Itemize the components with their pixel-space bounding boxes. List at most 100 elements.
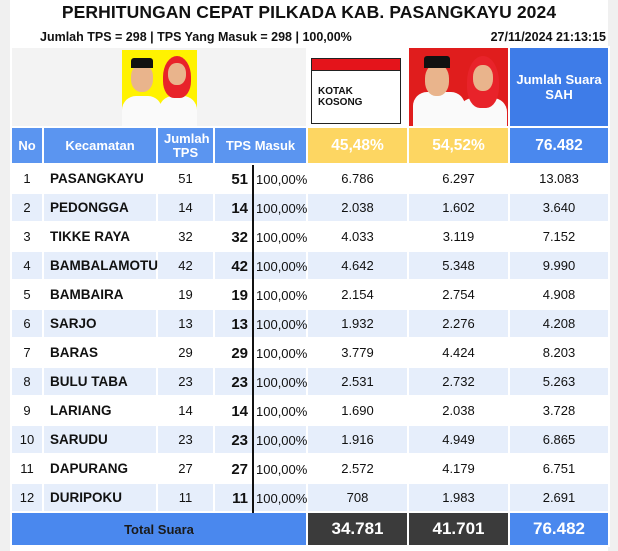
row-kotak-kosong: 4.642 (308, 252, 407, 279)
row-jumlah-tps: 19 (178, 287, 193, 302)
row-kotak-kosong: 6.786 (341, 171, 374, 186)
row-sah: 2.691 (510, 484, 608, 511)
row-kecamatan: BARAS (50, 345, 99, 360)
row-no: 6 (12, 310, 42, 337)
candidate-photo-row: KOTAK KOSONG Jumlah Suara SAH (12, 48, 608, 126)
row-tps-masuk: 14 100,00% (215, 397, 307, 426)
total-kotak-kosong: 34.781 (308, 513, 407, 545)
row-jumlah-tps: 51 (178, 171, 193, 186)
row-no: 10 (12, 426, 42, 453)
row-kotak-kosong: 3.779 (341, 345, 374, 360)
row-sah: 6.751 (542, 461, 576, 476)
row-paslon: 4.179 (442, 461, 475, 476)
row-paslon: 2.732 (409, 368, 508, 395)
col-jumlah-tps: Jumlah TPS (158, 128, 213, 163)
row-tps-masuk: 19 100,00% (215, 281, 307, 310)
row-kecamatan: PEDONGGA (44, 194, 156, 221)
timestamp: 27/11/2024 21:13:15 (490, 30, 606, 44)
row-kecamatan: SARJO (44, 310, 156, 337)
row-tps-masuk: 42 100,00% (215, 252, 307, 281)
row-kotak-kosong: 2.038 (308, 194, 407, 221)
candidate-pair-photo-red (409, 48, 508, 126)
row-paslon: 4.949 (409, 426, 508, 453)
row-kecamatan: SARUDU (44, 426, 156, 453)
table-row: 8 BULU TABA 23 23 100,00% 2.531 2.732 5.2… (12, 368, 608, 397)
table-row: 7 BARAS 29 29 100,00% 3.779 4.424 8.203 (12, 339, 608, 368)
table-row: 11 DAPURANG 27 27 100,00% 2.572 4.179 6.7… (12, 455, 608, 484)
row-jumlah-tps: 14 (158, 194, 213, 221)
row-tps-masuk: 51 100,00% (215, 165, 307, 194)
row-paslon: 4.424 (442, 345, 475, 360)
row-kotak-kosong: 1.932 (308, 310, 407, 337)
kotak-kosong-image: KOTAK KOSONG (308, 48, 407, 126)
row-kecamatan: BAMBAIRA (50, 287, 124, 302)
row-kotak-kosong: 2.154 (341, 287, 374, 302)
jumlah-suara-sah-header: Jumlah Suara SAH (510, 48, 608, 126)
row-kecamatan: PASANGKAYU (50, 171, 144, 186)
row-jumlah-tps: 29 (178, 345, 193, 360)
row-no: 12 (12, 484, 42, 511)
row-no: 9 (23, 403, 31, 418)
row-kotak-kosong: 2.572 (341, 461, 374, 476)
total-label: Total Suara (12, 513, 306, 545)
row-sah: 3.728 (542, 403, 576, 418)
row-no: 11 (20, 461, 34, 476)
row-sah: 6.865 (510, 426, 608, 453)
row-no: 4 (12, 252, 42, 279)
row-no: 7 (23, 345, 31, 360)
row-jumlah-tps: 23 (158, 426, 213, 453)
row-no: 2 (12, 194, 42, 221)
row-sah: 5.263 (510, 368, 608, 395)
row-paslon: 2.276 (409, 310, 508, 337)
tps-summary: Jumlah TPS = 298 | TPS Yang Masuk = 298 … (40, 30, 352, 44)
kotak-kosong-percentage: 45,48% (308, 128, 407, 163)
row-sah: 3.640 (510, 194, 608, 221)
row-paslon: 1.983 (409, 484, 508, 511)
table-row: 5 BAMBAIRA 19 19 100,00% 2.154 2.754 4.90… (12, 281, 608, 310)
row-paslon: 3.119 (442, 229, 475, 244)
total-sah: 76.482 (510, 513, 608, 545)
row-kotak-kosong: 1.916 (308, 426, 407, 453)
row-no: 1 (23, 171, 31, 186)
total-row: Total Suara 34.781 41.701 76.482 (12, 513, 608, 545)
row-jumlah-tps: 13 (158, 310, 213, 337)
row-kecamatan: TIKKE RAYA (50, 229, 131, 244)
table-header-row: No Kecamatan Jumlah TPS TPS Masuk 45,48%… (12, 128, 608, 163)
results-table: KOTAK KOSONG Jumlah Suara SAH (10, 46, 610, 547)
row-sah: 8.203 (542, 345, 576, 360)
row-sah: 4.208 (510, 310, 608, 337)
row-sah: 9.990 (510, 252, 608, 279)
table-row: 6 SARJO 13 13 100,00% 1.932 2.276 4.208 (12, 310, 608, 339)
col-no: No (12, 128, 42, 163)
row-sah: 13.083 (539, 171, 579, 186)
table-row: 3 TIKKE RAYA 32 32 100,00% 4.033 3.119 7.… (12, 223, 608, 252)
row-jumlah-tps: 14 (178, 403, 193, 418)
row-kecamatan: DURIPOKU (44, 484, 156, 511)
row-jumlah-tps: 11 (158, 484, 213, 511)
row-tps-masuk: 23 100,00% (215, 368, 307, 397)
row-kotak-kosong: 4.033 (341, 229, 374, 244)
row-kotak-kosong: 1.690 (341, 403, 374, 418)
row-paslon: 2.754 (442, 287, 475, 302)
row-sah: 4.908 (542, 287, 576, 302)
candidate-photo-area (12, 48, 306, 126)
col-tps-masuk: TPS Masuk (215, 128, 306, 163)
row-no: 8 (12, 368, 42, 395)
table-row: 9 LARIANG 14 14 100,00% 1.690 2.038 3.728 (12, 397, 608, 426)
total-paslon: 41.701 (409, 513, 508, 545)
paslon-percentage: 54,52% (409, 128, 508, 163)
candidate-pair-photo-yellow (121, 50, 197, 126)
row-jumlah-tps: 42 (158, 252, 213, 279)
row-no: 5 (23, 287, 31, 302)
row-kotak-kosong: 708 (308, 484, 407, 511)
col-kecamatan: Kecamatan (44, 128, 156, 163)
table-row: 1 PASANGKAYU 51 51 100,00% 6.786 6.297 13… (12, 165, 608, 194)
row-paslon: 5.348 (409, 252, 508, 279)
table-row: 12 DURIPOKU 11 11 100,00% 708 1.983 2.691 (12, 484, 608, 513)
page-title: PERHITUNGAN CEPAT PILKADA KAB. PASANGKAY… (61, 2, 557, 22)
row-kecamatan: BAMBALAMOTU (44, 252, 158, 279)
table-row: 2 PEDONGGA 14 14 100,00% 2.038 1.602 3.64… (12, 194, 608, 223)
row-paslon: 2.038 (442, 403, 475, 418)
row-tps-masuk: 27 100,00% (215, 455, 307, 484)
